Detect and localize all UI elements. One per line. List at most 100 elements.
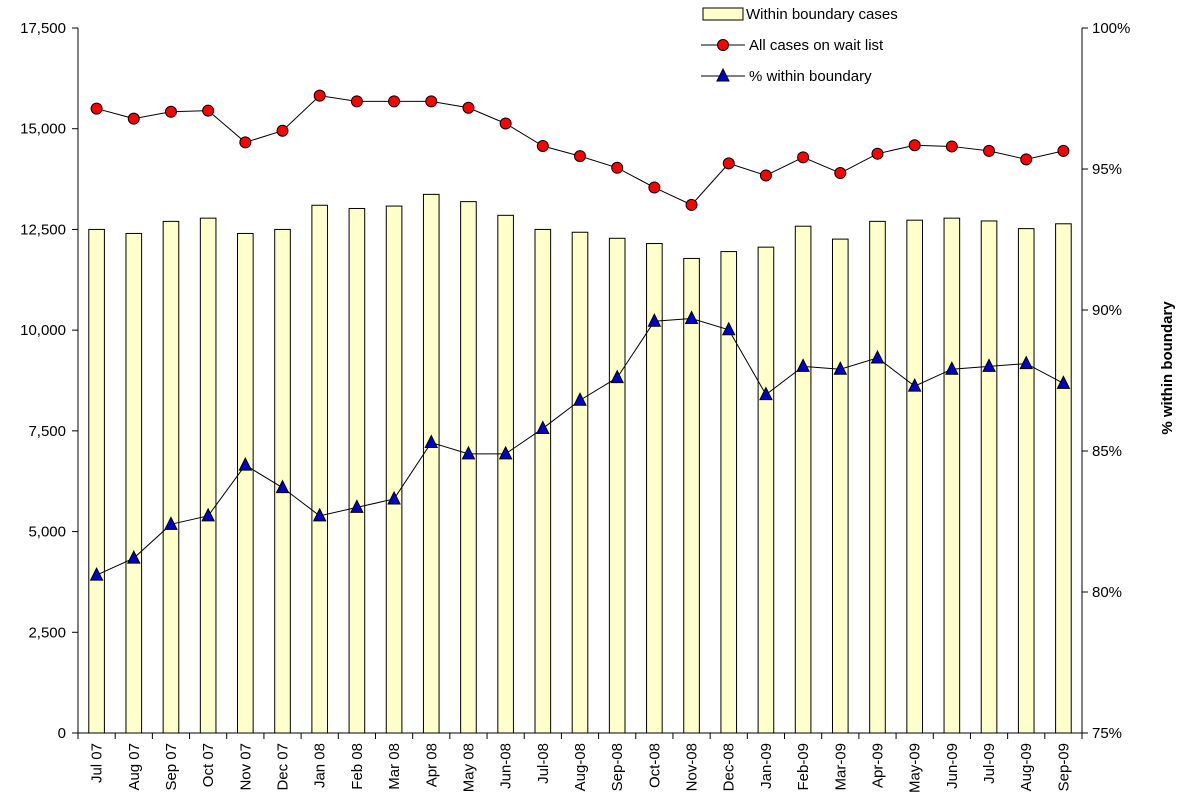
triangle-marker bbox=[164, 516, 178, 530]
point-marker bbox=[685, 198, 698, 211]
bar bbox=[608, 237, 626, 734]
x-tick-label: Dec 07 bbox=[275, 743, 292, 791]
point-marker bbox=[425, 95, 438, 108]
x-tick-label: Mar-09 bbox=[832, 743, 849, 791]
x-tick-label: Jul 07 bbox=[89, 743, 106, 783]
triangle-marker bbox=[238, 456, 253, 471]
triangle-marker bbox=[647, 313, 662, 327]
x-tick-label: Oct-08 bbox=[646, 743, 663, 788]
point-marker bbox=[945, 140, 958, 153]
bar bbox=[88, 228, 105, 734]
point-marker bbox=[276, 124, 289, 137]
x-tick-label: Sep-09 bbox=[1055, 743, 1072, 791]
point-marker bbox=[462, 101, 475, 114]
point-marker bbox=[388, 95, 401, 108]
bar bbox=[311, 204, 329, 734]
x-tick-label: Apr 08 bbox=[423, 743, 440, 787]
point-marker bbox=[1020, 153, 1033, 166]
left-tick-label: 0 bbox=[58, 725, 66, 742]
bar bbox=[1017, 228, 1035, 734]
x-tick-label: Jun-08 bbox=[498, 743, 515, 789]
right-tick-label: 85% bbox=[1092, 443, 1122, 460]
left-tick-label: 17,500 bbox=[20, 20, 66, 37]
right-tick-label: 100% bbox=[1092, 20, 1130, 37]
right-tick-label: 75% bbox=[1092, 725, 1122, 742]
left-tick-label: 10,000 bbox=[20, 322, 66, 339]
bar bbox=[460, 201, 477, 734]
point-marker bbox=[313, 89, 326, 102]
triangle-marker bbox=[907, 378, 922, 392]
x-tick-label: Dec-08 bbox=[721, 743, 738, 791]
triangle-marker bbox=[721, 321, 736, 336]
left-tick-label: 7,500 bbox=[28, 423, 66, 440]
point-marker bbox=[1057, 144, 1070, 157]
bar bbox=[534, 228, 552, 734]
triangle-marker bbox=[126, 550, 141, 564]
bar bbox=[906, 219, 923, 734]
left-tick-label: 2,500 bbox=[28, 624, 66, 641]
point-marker bbox=[350, 95, 363, 108]
point-marker bbox=[759, 169, 772, 182]
legend: Within boundary cases All cases on wait l… bbox=[701, 6, 898, 85]
point-marker bbox=[648, 181, 661, 194]
x-tick-label: Jan-09 bbox=[758, 743, 775, 789]
triangle-marker bbox=[201, 507, 215, 522]
triangle-marker bbox=[684, 310, 699, 324]
bar bbox=[571, 231, 589, 734]
bar bbox=[348, 207, 366, 734]
legend-swatch bbox=[702, 7, 744, 21]
triangle-marker bbox=[796, 358, 810, 372]
point-marker bbox=[574, 150, 586, 163]
point-marker bbox=[536, 140, 549, 153]
x-tick-label: Nov-08 bbox=[684, 743, 701, 791]
triangle-marker bbox=[945, 361, 959, 375]
bar bbox=[757, 246, 775, 734]
legend-marker bbox=[717, 39, 729, 51]
legend-label: % within boundary bbox=[749, 68, 872, 85]
point-marker bbox=[202, 104, 215, 117]
point-marker bbox=[871, 147, 884, 160]
triangle-marker bbox=[387, 490, 401, 505]
x-tick-label: Jun-09 bbox=[944, 743, 961, 789]
point-marker bbox=[164, 105, 177, 118]
right-tick-label: 90% bbox=[1092, 302, 1122, 319]
bar bbox=[869, 220, 886, 734]
x-tick-label: Mar 08 bbox=[386, 743, 403, 790]
triangle-marker bbox=[870, 349, 885, 364]
bar bbox=[980, 220, 998, 734]
x-tick-label: May-09 bbox=[907, 743, 924, 793]
point-marker bbox=[127, 112, 140, 125]
left-tick-label: 15,000 bbox=[20, 121, 66, 138]
legend-label: All cases on wait list bbox=[749, 37, 884, 54]
point-marker bbox=[983, 144, 996, 157]
triangle-marker bbox=[1056, 375, 1071, 389]
x-tick-label: May 08 bbox=[460, 743, 477, 792]
x-tick-label: Aug 07 bbox=[126, 743, 143, 791]
bar bbox=[943, 217, 961, 734]
bar bbox=[125, 232, 143, 734]
right-axis-title: % within boundary bbox=[1159, 301, 1176, 435]
bar bbox=[199, 217, 217, 734]
bar bbox=[237, 232, 254, 734]
triangle-marker bbox=[461, 445, 476, 460]
triangle-marker bbox=[275, 479, 290, 494]
x-tick-label: Apr-09 bbox=[869, 743, 886, 788]
x-tick-label: Jul-09 bbox=[981, 743, 998, 784]
triangle-marker bbox=[536, 420, 550, 434]
triangle-marker bbox=[350, 499, 364, 513]
bars-layer bbox=[88, 193, 1072, 734]
bar bbox=[385, 205, 403, 734]
x-tick-label: Nov 07 bbox=[237, 743, 254, 791]
triangle-marker bbox=[312, 507, 327, 522]
triangle-marker bbox=[833, 361, 848, 375]
bar bbox=[831, 238, 849, 734]
right-tick-label: 95% bbox=[1092, 161, 1122, 178]
left-tick-label: 5,000 bbox=[28, 524, 66, 541]
triangle-marker bbox=[759, 386, 773, 401]
x-tick-label: Oct 07 bbox=[200, 743, 217, 787]
triangle-marker bbox=[1019, 355, 1034, 370]
bar bbox=[1055, 223, 1072, 734]
x-tick-label: Aug-08 bbox=[572, 743, 589, 791]
triangle-marker bbox=[89, 566, 104, 581]
triangle-marker bbox=[573, 392, 587, 406]
